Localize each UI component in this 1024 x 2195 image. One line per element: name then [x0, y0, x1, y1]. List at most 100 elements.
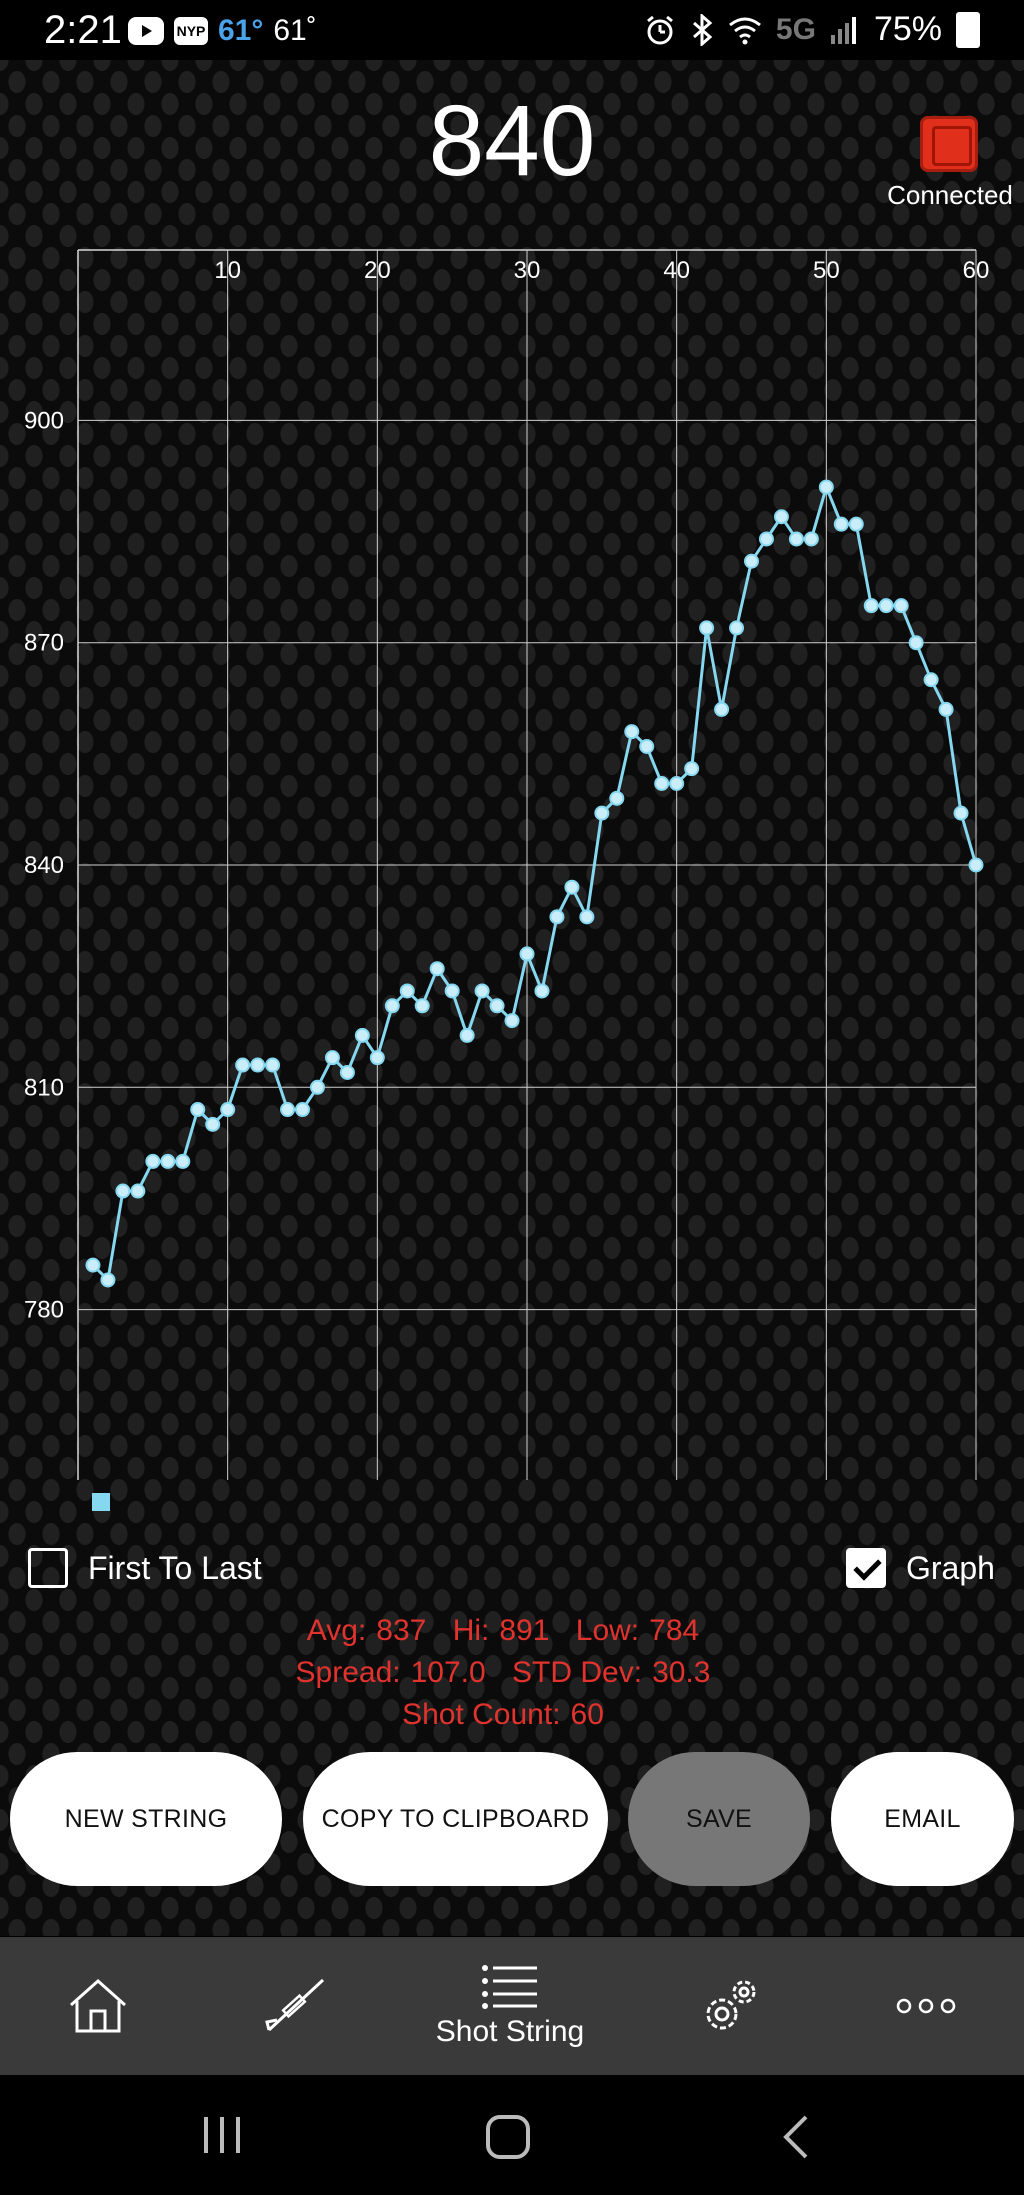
x-tick-label: 40 — [663, 257, 690, 284]
data-point — [803, 531, 819, 547]
x-tick-label: 30 — [514, 257, 541, 284]
copy-to-clipboard-button[interactable]: COPY TO CLIPBOARD — [303, 1752, 608, 1886]
email-button[interactable]: EMAIL — [831, 1752, 1014, 1886]
data-point — [534, 983, 550, 999]
data-point — [684, 761, 700, 777]
stats-row-1: Avg: 837 Hi: 891 Low: 784 — [0, 1610, 1024, 1652]
y-tick-label: 900 — [24, 407, 64, 434]
low-value: 784 — [649, 1614, 700, 1647]
data-point — [699, 620, 715, 636]
nav-settings[interactable] — [680, 1937, 780, 2075]
data-point — [369, 1050, 385, 1066]
more-icon — [896, 1998, 956, 2014]
data-point — [235, 1057, 251, 1073]
data-point — [938, 701, 954, 717]
signal-icon — [830, 16, 856, 44]
chronograph-device-icon[interactable] — [920, 116, 978, 172]
y-tick-label: 810 — [24, 1074, 64, 1101]
data-point — [564, 879, 580, 895]
data-point — [429, 961, 445, 977]
x-tick-label: 60 — [963, 257, 990, 284]
data-point — [953, 805, 969, 821]
data-point — [878, 598, 894, 614]
avg-label: Avg: — [306, 1614, 367, 1647]
x-tick-label: 10 — [214, 257, 241, 284]
data-point — [594, 805, 610, 821]
x-tick-label: 20 — [364, 257, 391, 284]
data-point — [714, 701, 730, 717]
first-to-last-toggle[interactable]: First To Last — [28, 1544, 262, 1592]
data-point — [324, 1050, 340, 1066]
nav-rifle[interactable] — [245, 1937, 345, 2075]
battery-icon — [956, 11, 980, 48]
data-point — [309, 1079, 325, 1095]
alarm-icon — [646, 15, 673, 44]
legend-swatch — [92, 1493, 110, 1511]
weather-temp: 61° — [218, 14, 264, 47]
wifi-icon — [728, 17, 761, 44]
first-to-last-checkbox[interactable] — [28, 1548, 68, 1588]
data-point — [893, 598, 909, 614]
status-time: 2:21 — [44, 8, 122, 52]
std-dev-value: 30.3 — [652, 1656, 711, 1689]
bluetooth-icon — [692, 13, 713, 46]
status-bar: 2:21 NYP 61° 61˚ 5G 75% — [0, 0, 1024, 60]
data-point — [175, 1153, 191, 1169]
save-button[interactable]: SAVE — [628, 1752, 810, 1886]
hex-background — [0, 60, 1024, 1936]
std-dev-label: STD Dev: — [512, 1656, 643, 1689]
connection-status: Connected — [887, 180, 1013, 210]
data-point — [863, 598, 879, 614]
shot-string-chart: 10 20 30 40 50 60 780 810 840 870 900 — [0, 240, 1024, 1540]
data-point — [654, 775, 670, 791]
data-point — [205, 1116, 221, 1132]
data-point — [250, 1057, 266, 1073]
hi-label: Hi: — [452, 1614, 490, 1647]
data-point — [145, 1153, 161, 1169]
data-point — [220, 1102, 236, 1118]
graph-checkbox[interactable] — [846, 1548, 886, 1588]
spread-label: Spread: — [295, 1656, 401, 1689]
data-point — [923, 672, 939, 688]
data-point — [908, 635, 924, 651]
data-point — [744, 553, 759, 569]
rifle-icon — [265, 1978, 325, 2032]
nav-home[interactable] — [48, 1937, 148, 2075]
x-tick-label: 50 — [813, 257, 840, 284]
data-point — [489, 998, 505, 1014]
back-icon[interactable] — [780, 2113, 812, 2161]
shot-count-label: Shot Count: — [402, 1698, 561, 1731]
data-point — [833, 516, 849, 532]
data-point — [295, 1102, 310, 1118]
data-point — [624, 724, 640, 740]
avg-value: 837 — [376, 1614, 427, 1647]
system-navigation — [0, 2075, 1024, 2195]
data-point — [339, 1064, 355, 1080]
data-point — [968, 857, 984, 873]
y-tick-label: 870 — [24, 630, 64, 657]
home-icon — [70, 1978, 126, 2033]
low-label: Low: — [575, 1614, 640, 1647]
battery-percent: 75% — [873, 10, 942, 48]
spread-value: 107.0 — [410, 1656, 486, 1689]
data-point — [848, 516, 864, 532]
nav-shot-string[interactable]: Shot String — [420, 1937, 600, 2075]
stats-row-3: Shot Count: 60 — [0, 1694, 1024, 1736]
data-point — [414, 998, 430, 1014]
recent-apps-icon[interactable] — [200, 2113, 244, 2157]
nav-more[interactable] — [876, 1937, 976, 2075]
data-point — [669, 775, 685, 791]
shot-statistics: Avg: 837 Hi: 891 Low: 784 Spread: 107.0 STD … — [0, 1610, 1024, 1736]
data-point — [115, 1183, 131, 1199]
data-point — [639, 738, 655, 754]
home-button-icon[interactable] — [484, 2113, 532, 2161]
data-point — [758, 531, 774, 547]
graph-toggle[interactable]: Graph — [846, 1544, 995, 1592]
data-point — [818, 479, 834, 495]
data-point — [773, 509, 789, 525]
data-point — [609, 790, 625, 806]
data-point — [459, 1027, 475, 1043]
new-string-button[interactable]: NEW STRING — [10, 1752, 282, 1886]
shot-count-value: 60 — [570, 1698, 604, 1731]
youtube-icon — [128, 17, 164, 45]
